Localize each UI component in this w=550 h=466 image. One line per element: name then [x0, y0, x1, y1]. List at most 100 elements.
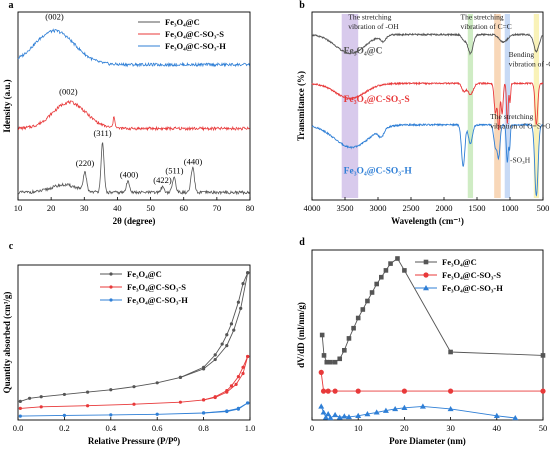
x-tick-label: 50: [539, 423, 548, 433]
isotherm-point: [86, 404, 90, 408]
psd-point: [447, 405, 454, 412]
band-annotation: vibration of -C-S: [509, 60, 550, 69]
peak-label: (440): [184, 156, 203, 166]
peak-label: (400): [120, 169, 139, 179]
psd-point: [320, 409, 327, 415]
psd-point: [328, 359, 333, 365]
psd-point: [341, 413, 348, 419]
isotherm-point: [213, 357, 217, 362]
band-annotation: vibration of -OH: [348, 22, 399, 31]
isotherm-point: [239, 306, 243, 310]
x-tick-label: 0.8: [198, 423, 209, 433]
psd-series-line: [320, 405, 516, 419]
isotherm-point: [229, 322, 234, 326]
psd-series-line: [321, 257, 544, 363]
psd-point: [540, 388, 546, 394]
legend-entry: Fe₃O₄@C-SO₃-H: [165, 41, 226, 51]
peak-label: (511): [165, 166, 183, 176]
peak-label: (422): [153, 175, 172, 185]
legend-entry: Fe₃O₄@C-SO₃-H: [127, 295, 188, 305]
panel-letter: a: [9, 0, 14, 11]
psd-point: [342, 348, 347, 353]
psd-point: [364, 411, 371, 417]
curve-label: Fe₃O₄@C-SO₃-S: [344, 95, 410, 105]
isotherm-point: [109, 388, 113, 392]
psd-point: [324, 359, 330, 365]
psd-point: [318, 369, 324, 375]
x-tick-label: 20: [400, 423, 409, 433]
isotherm-point: [202, 365, 206, 369]
isotherm-point: [132, 402, 136, 406]
isotherm-point: [236, 406, 240, 410]
isotherm-point: [225, 388, 229, 393]
highlight-band: [504, 14, 510, 198]
isotherm-point: [155, 412, 159, 416]
isotherm-point: [225, 344, 229, 348]
psd-point: [402, 268, 407, 273]
panel-letter: b: [299, 0, 305, 11]
isotherm-point: [246, 354, 250, 359]
x-tick-label: 0.4: [105, 423, 116, 433]
psd-point: [369, 290, 375, 295]
psd-point: [373, 409, 380, 415]
x-tick-label: 50: [146, 203, 155, 213]
x-tick-label: 0.0: [13, 423, 24, 433]
isotherm-point: [236, 375, 240, 379]
xrd-series-line: [17, 142, 250, 196]
isotherm-point: [62, 413, 66, 417]
legend-marker: [109, 272, 113, 276]
x-tick-label: 30: [80, 203, 89, 213]
isotherm-point: [246, 271, 250, 275]
peak-label: (311): [93, 128, 111, 138]
psd-point: [365, 298, 370, 304]
x-tick-label: 2500: [403, 203, 420, 213]
x-tick-label: 1500: [469, 203, 486, 213]
isotherm-point: [202, 398, 206, 402]
isotherm-point: [234, 382, 238, 386]
peak-label: (220): [76, 158, 95, 168]
isotherm-point: [18, 414, 22, 418]
isotherm-adsorption-line: [20, 356, 249, 409]
x-tick-label: 40: [493, 423, 502, 433]
x-tick-label: 10: [354, 423, 363, 433]
isotherm-point: [220, 342, 224, 346]
psd-point: [325, 388, 331, 394]
x-tick-label: 4000: [304, 203, 321, 213]
panel-b-ftir-chart: 4000 3500 3000 2500 2000 1500 1000 500 Wavelengt…: [296, 0, 550, 226]
psd-point: [395, 256, 400, 261]
isotherm-point: [241, 371, 245, 376]
isotherm-point: [241, 282, 245, 286]
band-annotation: Bending: [509, 50, 535, 59]
isotherm-point: [202, 411, 206, 415]
x-tick-label: 40: [113, 203, 122, 213]
isotherm-point: [225, 333, 229, 337]
psd-point: [493, 412, 500, 418]
isotherm-point: [178, 400, 182, 404]
psd-point: [383, 268, 389, 273]
x-tick-label: 1.0: [245, 423, 256, 433]
psd-point: [321, 353, 327, 358]
psd-point: [345, 413, 352, 420]
psd-point: [327, 414, 334, 421]
plot-frame: [311, 11, 544, 201]
psd-point: [337, 356, 343, 362]
isotherm-desorption-line: [203, 402, 248, 414]
legend-entry: Fe₃O₄@C: [442, 257, 477, 267]
panel-letter: c: [9, 241, 14, 252]
ftir-series-line: [311, 122, 544, 197]
isotherm-point: [18, 406, 22, 410]
panel-a-xrd-chart: 10 20 30 40 50 60 70 80 2θ (degree) Idensity (a.u…: [2, 0, 254, 226]
y-axis-label: Transmitance (%): [296, 71, 306, 141]
psd-point: [320, 388, 327, 394]
psd-point: [448, 349, 453, 355]
ftir-series-line: [311, 32, 544, 56]
isotherm-point: [62, 392, 66, 397]
isotherm-point: [109, 413, 113, 417]
band-annotation: The stretching: [490, 112, 533, 121]
legend-entry: Fe₃O₄@C-SO₃-S: [127, 282, 186, 292]
psd-point: [319, 332, 325, 338]
psd-point: [318, 403, 325, 409]
band-annotation: -SO₃H: [510, 155, 531, 164]
x-tick-label: 10: [14, 203, 23, 213]
legend-marker: [423, 259, 429, 265]
